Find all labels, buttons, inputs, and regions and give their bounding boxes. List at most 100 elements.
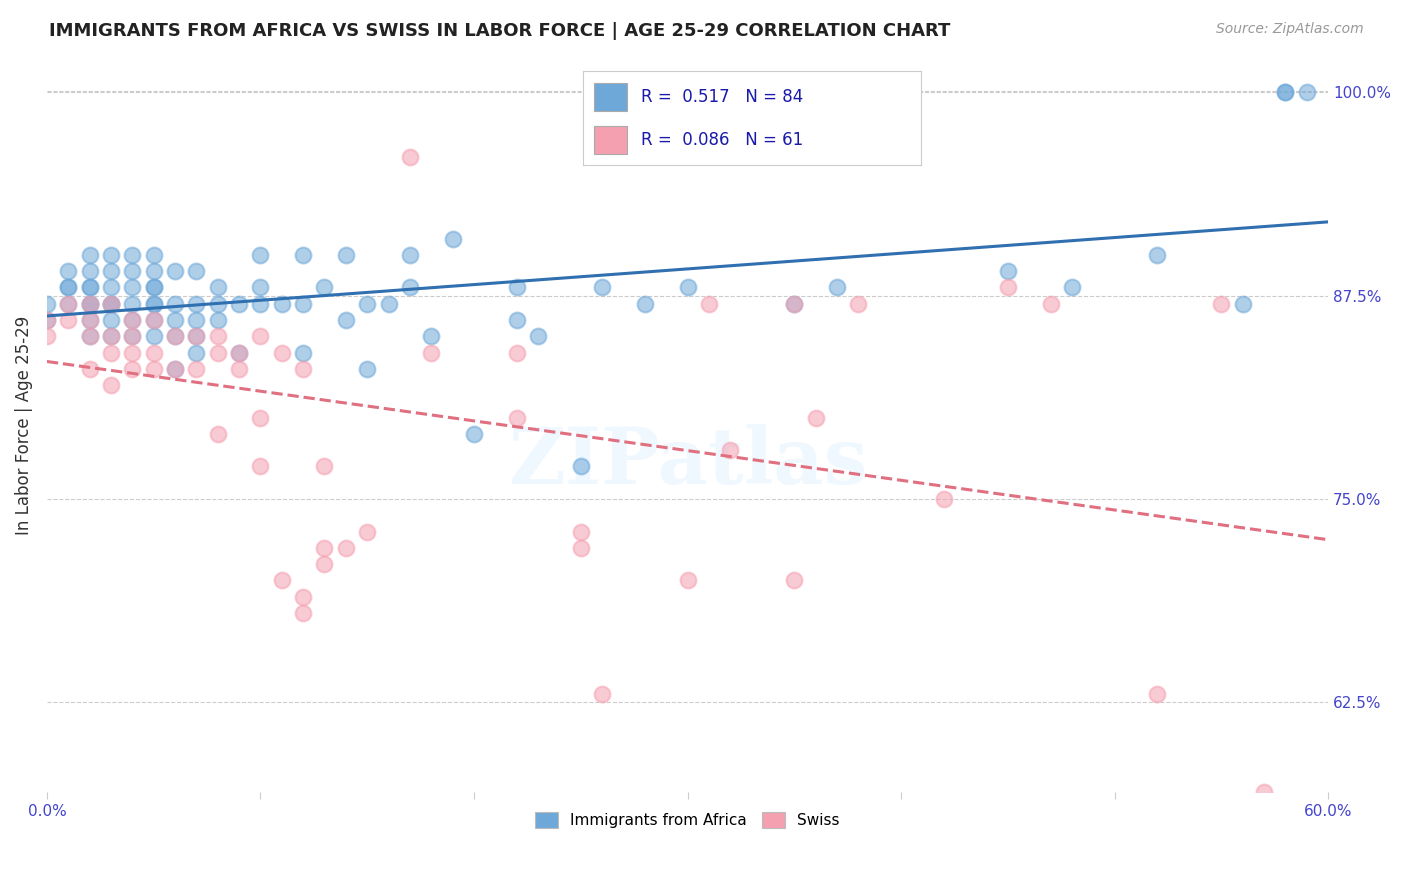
Point: [270, 345, 292, 359]
Text: R =  0.086   N = 61: R = 0.086 N = 61: [641, 131, 803, 149]
Point: [249, 280, 271, 294]
Point: [186, 329, 208, 343]
Point: [186, 361, 208, 376]
Point: [35, 313, 58, 327]
Point: [441, 232, 464, 246]
Point: [377, 296, 399, 310]
Point: [228, 345, 250, 359]
Point: [142, 313, 165, 327]
Text: ZIPatlas: ZIPatlas: [508, 425, 868, 500]
Point: [1274, 85, 1296, 99]
Point: [1232, 296, 1254, 310]
Point: [505, 313, 527, 327]
Point: [505, 280, 527, 294]
Point: [292, 345, 315, 359]
Point: [79, 313, 101, 327]
Point: [58, 280, 80, 294]
Point: [207, 296, 229, 310]
Point: [420, 345, 443, 359]
Point: [121, 313, 143, 327]
Point: [1146, 248, 1168, 262]
Point: [121, 313, 143, 327]
Point: [569, 524, 592, 539]
Point: [35, 296, 58, 310]
Point: [825, 280, 848, 294]
Point: [228, 361, 250, 376]
Point: [79, 296, 101, 310]
Point: [783, 296, 806, 310]
Point: [35, 329, 58, 343]
Point: [163, 361, 186, 376]
Point: [249, 329, 271, 343]
Point: [505, 410, 527, 425]
Point: [335, 541, 357, 555]
FancyBboxPatch shape: [593, 83, 627, 111]
Point: [58, 264, 80, 278]
Point: [356, 296, 378, 310]
Point: [228, 345, 250, 359]
Point: [100, 329, 122, 343]
Point: [270, 574, 292, 588]
Point: [420, 329, 443, 343]
Point: [79, 280, 101, 294]
Point: [186, 264, 208, 278]
Point: [142, 248, 165, 262]
Point: [634, 296, 657, 310]
Point: [569, 541, 592, 555]
Point: [121, 329, 143, 343]
Point: [121, 264, 143, 278]
Point: [1146, 687, 1168, 701]
Point: [121, 296, 143, 310]
Point: [100, 264, 122, 278]
Point: [186, 296, 208, 310]
Point: [314, 459, 336, 474]
Point: [335, 248, 357, 262]
Point: [314, 541, 336, 555]
Point: [1060, 280, 1083, 294]
Point: [100, 296, 122, 310]
Point: [58, 296, 80, 310]
Point: [35, 313, 58, 327]
Point: [79, 296, 101, 310]
Point: [79, 361, 101, 376]
Point: [163, 361, 186, 376]
Point: [718, 443, 741, 458]
Point: [79, 313, 101, 327]
Point: [142, 361, 165, 376]
Point: [100, 280, 122, 294]
Y-axis label: In Labor Force | Age 25-29: In Labor Force | Age 25-29: [15, 316, 32, 535]
Text: R =  0.517   N = 84: R = 0.517 N = 84: [641, 87, 803, 105]
Point: [142, 264, 165, 278]
Point: [1274, 85, 1296, 99]
Point: [100, 296, 122, 310]
Point: [79, 296, 101, 310]
Point: [121, 248, 143, 262]
Legend: Immigrants from Africa, Swiss: Immigrants from Africa, Swiss: [527, 805, 848, 836]
Point: [249, 248, 271, 262]
Point: [846, 296, 869, 310]
Point: [121, 361, 143, 376]
Point: [783, 574, 806, 588]
Point: [121, 280, 143, 294]
Point: [783, 296, 806, 310]
Point: [1253, 785, 1275, 799]
Point: [591, 280, 613, 294]
Point: [79, 329, 101, 343]
Point: [100, 378, 122, 392]
Point: [142, 329, 165, 343]
Point: [249, 410, 271, 425]
Point: [527, 329, 550, 343]
Point: [58, 313, 80, 327]
Point: [100, 248, 122, 262]
Point: [58, 296, 80, 310]
Point: [1211, 296, 1233, 310]
Text: Source: ZipAtlas.com: Source: ZipAtlas.com: [1216, 22, 1364, 37]
Point: [569, 459, 592, 474]
Point: [1295, 85, 1317, 99]
Point: [186, 313, 208, 327]
Point: [335, 313, 357, 327]
Point: [186, 345, 208, 359]
Point: [121, 329, 143, 343]
Text: IMMIGRANTS FROM AFRICA VS SWISS IN LABOR FORCE | AGE 25-29 CORRELATION CHART: IMMIGRANTS FROM AFRICA VS SWISS IN LABOR…: [49, 22, 950, 40]
Point: [207, 280, 229, 294]
